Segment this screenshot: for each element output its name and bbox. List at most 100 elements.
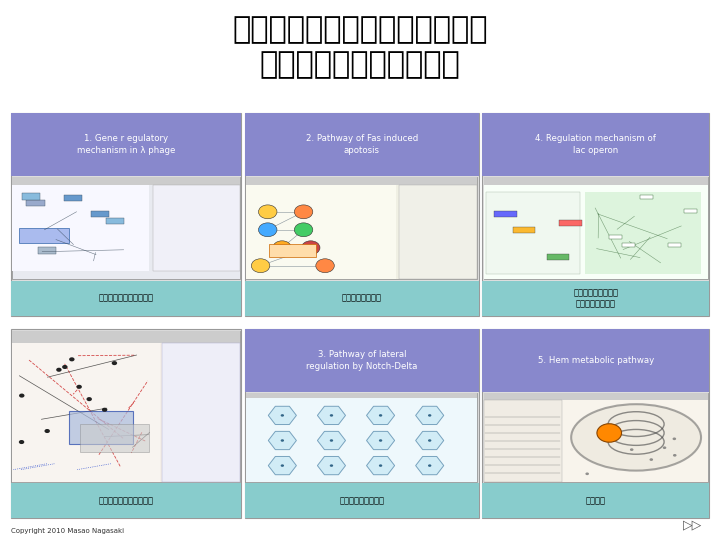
Bar [639, 195, 653, 199]
Bar [482, 329, 709, 518]
Bar [11, 483, 241, 518]
Bar [12, 343, 160, 482]
Bar [245, 329, 479, 392]
Circle shape [673, 454, 677, 457]
Bar [81, 424, 149, 451]
Circle shape [630, 448, 634, 451]
Circle shape [379, 439, 382, 442]
Circle shape [294, 205, 312, 219]
Circle shape [112, 361, 117, 365]
Bar [484, 400, 708, 482]
Bar [246, 177, 477, 185]
Bar [12, 185, 149, 271]
Circle shape [649, 458, 653, 461]
Bar [91, 211, 109, 217]
Bar [546, 254, 569, 260]
Circle shape [316, 259, 334, 273]
Bar [106, 218, 125, 224]
Bar [585, 192, 701, 274]
Bar [245, 113, 479, 176]
Bar [245, 329, 479, 518]
Circle shape [330, 414, 333, 417]
Circle shape [258, 205, 277, 219]
Bar [608, 235, 622, 239]
Text: セルイラストレータで作成した: セルイラストレータで作成した [233, 15, 487, 44]
Text: 1. Gene r egulatory
mechanism in λ phage: 1. Gene r egulatory mechanism in λ phage [77, 134, 175, 155]
Text: 4. Regulation mechanism of
lac operon: 4. Regulation mechanism of lac operon [536, 134, 656, 155]
Bar [11, 113, 241, 316]
Bar [495, 211, 517, 217]
Bar [69, 411, 132, 444]
Text: ▷▷: ▷▷ [683, 519, 702, 532]
Circle shape [76, 385, 82, 389]
Circle shape [597, 424, 621, 442]
Circle shape [585, 472, 589, 475]
Circle shape [428, 439, 431, 442]
Bar [621, 243, 635, 247]
Text: 遺伝子制御ネットワーク: 遺伝子制御ネットワーク [99, 496, 153, 505]
Circle shape [379, 464, 382, 467]
Bar [484, 185, 708, 279]
Circle shape [45, 429, 50, 433]
Bar [484, 393, 708, 482]
Text: パスウェイモデル（１）: パスウェイモデル（１） [260, 50, 460, 79]
Bar [246, 185, 397, 279]
Bar [153, 185, 240, 271]
Bar [684, 209, 698, 213]
Circle shape [672, 437, 676, 440]
Bar [22, 193, 40, 199]
Bar [399, 185, 477, 279]
Bar [513, 227, 536, 233]
Bar [27, 200, 45, 206]
Circle shape [102, 408, 107, 412]
Circle shape [258, 223, 277, 237]
Bar [486, 192, 580, 274]
Bar [245, 281, 479, 316]
Bar [11, 113, 241, 176]
Bar [246, 393, 477, 482]
Text: 細胞間ネットワーク: 細胞間ネットワーク [339, 496, 384, 505]
Text: 5. Hem metabolic pathway: 5. Hem metabolic pathway [538, 356, 654, 365]
Text: シグナル伝達経路: シグナル伝達経路 [342, 294, 382, 303]
Circle shape [62, 365, 68, 369]
Bar [559, 220, 582, 226]
Bar [484, 400, 562, 482]
Bar [482, 483, 709, 518]
Circle shape [86, 397, 92, 401]
Bar [163, 343, 240, 482]
Bar [484, 393, 708, 400]
Bar [246, 177, 477, 279]
Bar [38, 247, 56, 253]
Bar [11, 329, 241, 518]
Circle shape [251, 259, 270, 273]
Circle shape [330, 464, 333, 467]
Text: 遺伝子制御ネットワーク: 遺伝子制御ネットワーク [99, 294, 153, 303]
Bar [12, 177, 240, 279]
Circle shape [302, 241, 320, 255]
Bar [245, 483, 479, 518]
Bar [245, 113, 479, 316]
Bar [482, 113, 709, 176]
Text: Copyright 2010 Masao Nagasaki: Copyright 2010 Masao Nagasaki [11, 528, 124, 534]
Circle shape [428, 464, 431, 467]
Circle shape [19, 394, 24, 397]
Bar [12, 331, 240, 343]
Bar [19, 228, 70, 244]
Bar [12, 177, 240, 185]
Text: 代謝経路: 代謝経路 [586, 496, 606, 505]
Circle shape [273, 241, 292, 255]
Text: 3. Pathway of lateral
regulation by Notch-Delta: 3. Pathway of lateral regulation by Notc… [306, 350, 418, 371]
Bar [64, 195, 82, 201]
Circle shape [294, 223, 312, 237]
Circle shape [281, 464, 284, 467]
Circle shape [281, 439, 284, 442]
Bar [482, 113, 709, 316]
Bar [667, 242, 681, 247]
Bar [482, 329, 709, 392]
Bar [11, 281, 241, 316]
Bar [482, 281, 709, 316]
Text: ・遺伝子制御ネット
ワーク＋代謝経路: ・遺伝子制御ネット ワーク＋代謝経路 [573, 288, 618, 308]
Circle shape [19, 440, 24, 444]
Circle shape [56, 368, 62, 372]
Bar [269, 245, 315, 256]
